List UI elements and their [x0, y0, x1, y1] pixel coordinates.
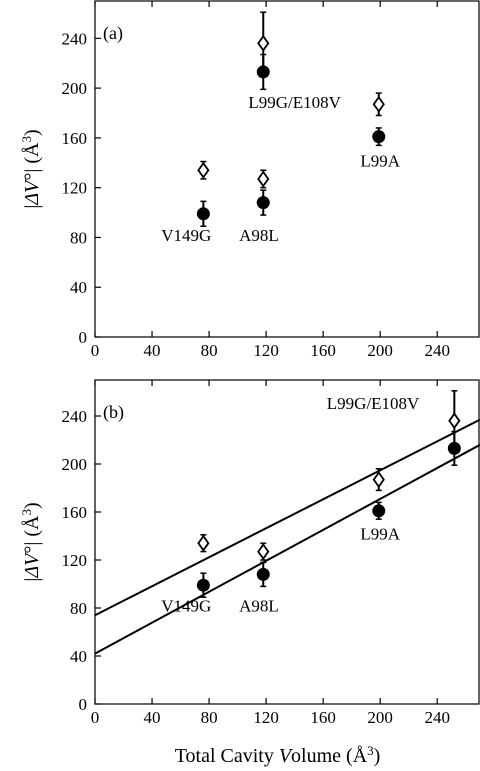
- x-tick-label: 200: [367, 341, 393, 360]
- y-tick-label: 160: [62, 129, 88, 148]
- data-point-circle: [256, 196, 270, 210]
- data-point-circle: [447, 441, 461, 455]
- y-axis-title: |ΔV°| (Å3): [19, 129, 44, 208]
- data-point-circle: [256, 65, 270, 79]
- y-tick-label: 240: [62, 29, 88, 48]
- point-annotation: V149G: [161, 597, 211, 616]
- plot-frame: [94, 0, 480, 338]
- point-annotation: L99A: [360, 152, 400, 171]
- point-annotation: L99A: [360, 525, 400, 544]
- chart-panel: 0 40 80 120 160 200 240 0 40 80 120 160 200 240 |ΔV°| …: [19, 0, 480, 360]
- chart-panel: 0 40 80 120 160 200 240 0 40 80 120 160 200 240 |ΔV°| …: [19, 379, 480, 768]
- y-tick-label: 40: [70, 278, 87, 297]
- data-point-circle: [196, 207, 210, 221]
- point-annotation: A98L: [239, 226, 279, 245]
- y-tick-label: 200: [62, 79, 88, 98]
- fit-line: [95, 443, 480, 655]
- y-tick-label: 80: [70, 228, 87, 247]
- y-axis-title: |ΔV°| (Å3): [19, 502, 44, 581]
- x-tick-label: 0: [91, 708, 100, 727]
- data-point-diamond: [197, 161, 210, 179]
- y-tick-label: 120: [62, 551, 88, 570]
- point-annotation: L99G/E108V: [248, 93, 341, 112]
- y-tick-label: 80: [70, 599, 87, 618]
- data-point-circle: [256, 567, 270, 581]
- x-tick-label: 80: [201, 341, 218, 360]
- fit-line: [95, 418, 480, 617]
- x-tick-label: 40: [144, 341, 161, 360]
- point-annotation: L99G/E108V: [327, 394, 420, 413]
- x-tick-label: 80: [201, 708, 218, 727]
- panel-label: (a): [103, 23, 123, 44]
- data-point-diamond: [448, 412, 461, 430]
- x-tick-label: 40: [144, 708, 161, 727]
- point-annotation: V149G: [161, 226, 211, 245]
- x-tick-label: 160: [310, 708, 336, 727]
- x-axis-title: Total Cavity Volume (Å3): [175, 743, 381, 768]
- data-point-diamond: [257, 34, 270, 52]
- y-tick-label: 240: [62, 407, 88, 426]
- x-tick-label: 240: [424, 708, 450, 727]
- point-annotation: A98L: [239, 597, 279, 616]
- data-point-diamond: [372, 95, 385, 113]
- x-tick-label: 200: [367, 708, 393, 727]
- x-tick-label: 160: [310, 341, 336, 360]
- data-point-circle: [372, 504, 386, 518]
- plot-frame: [94, 379, 480, 705]
- y-tick-label: 40: [70, 647, 87, 666]
- y-tick-label: 0: [79, 328, 88, 347]
- y-tick-label: 0: [79, 695, 88, 714]
- y-tick-label: 160: [62, 503, 88, 522]
- panel-label: (b): [103, 402, 124, 423]
- data-point-diamond: [372, 471, 385, 489]
- x-tick-label: 120: [253, 341, 279, 360]
- data-point-diamond: [197, 534, 210, 552]
- y-tick-label: 200: [62, 455, 88, 474]
- data-point-circle: [196, 578, 210, 592]
- x-tick-label: 120: [253, 708, 279, 727]
- x-tick-label: 240: [424, 341, 450, 360]
- y-tick-label: 120: [62, 179, 88, 198]
- data-point-diamond: [257, 543, 270, 561]
- x-tick-label: 0: [91, 341, 100, 360]
- data-point-diamond: [257, 170, 270, 188]
- data-point-circle: [372, 130, 386, 144]
